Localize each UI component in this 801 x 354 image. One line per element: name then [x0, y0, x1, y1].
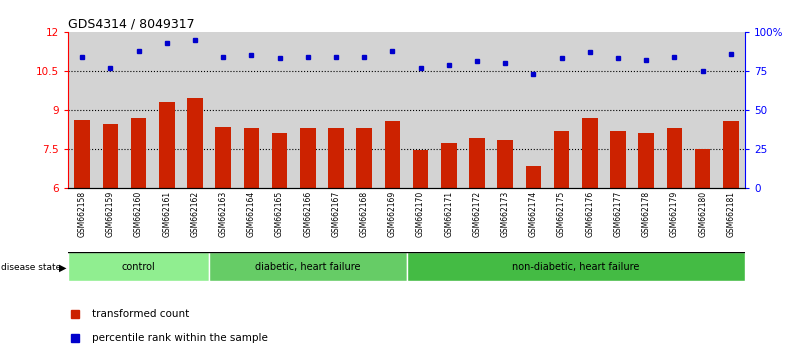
Bar: [553, 131, 570, 188]
Text: GSM662174: GSM662174: [529, 191, 538, 237]
Text: GSM662176: GSM662176: [586, 191, 594, 237]
Text: transformed count: transformed count: [92, 309, 189, 319]
Bar: [723, 121, 739, 188]
Bar: [469, 138, 485, 188]
Bar: [406, 252, 745, 281]
Bar: [74, 120, 90, 188]
Bar: [300, 128, 316, 188]
Text: percentile rank within the sample: percentile rank within the sample: [92, 333, 268, 343]
Bar: [610, 131, 626, 188]
Text: GSM662178: GSM662178: [642, 191, 650, 237]
Bar: [159, 102, 175, 188]
Text: GSM662164: GSM662164: [247, 191, 256, 237]
Text: GSM662160: GSM662160: [134, 191, 143, 237]
Bar: [244, 128, 260, 188]
Text: GSM662163: GSM662163: [219, 191, 227, 237]
Bar: [103, 124, 118, 188]
Text: GSM662179: GSM662179: [670, 191, 679, 237]
Text: GSM662167: GSM662167: [332, 191, 340, 237]
Text: GSM662170: GSM662170: [416, 191, 425, 237]
Text: GDS4314 / 8049317: GDS4314 / 8049317: [68, 18, 195, 31]
Bar: [356, 128, 372, 188]
Bar: [413, 150, 429, 188]
Text: GSM662181: GSM662181: [727, 191, 735, 237]
Text: non-diabetic, heart failure: non-diabetic, heart failure: [512, 262, 639, 272]
Text: GSM662180: GSM662180: [698, 191, 707, 237]
Bar: [497, 139, 513, 188]
Text: GSM662177: GSM662177: [614, 191, 622, 237]
Text: GSM662175: GSM662175: [557, 191, 566, 237]
Bar: [272, 133, 288, 188]
Text: GSM662169: GSM662169: [388, 191, 397, 237]
Text: GSM662173: GSM662173: [501, 191, 509, 237]
Bar: [582, 118, 598, 188]
Text: control: control: [122, 262, 155, 272]
Text: GSM662166: GSM662166: [304, 191, 312, 237]
Text: GSM662159: GSM662159: [106, 191, 115, 237]
Bar: [384, 121, 400, 188]
Bar: [209, 252, 406, 281]
Bar: [215, 127, 231, 188]
Bar: [638, 133, 654, 188]
Bar: [525, 166, 541, 188]
Text: GSM662172: GSM662172: [473, 191, 481, 237]
Bar: [695, 149, 710, 188]
Text: GSM662161: GSM662161: [163, 191, 171, 237]
Text: GSM662158: GSM662158: [78, 191, 87, 237]
Text: ▶: ▶: [58, 262, 66, 272]
Bar: [131, 118, 147, 188]
Text: GSM662165: GSM662165: [275, 191, 284, 237]
Bar: [441, 143, 457, 188]
Bar: [328, 128, 344, 188]
Text: GSM662171: GSM662171: [445, 191, 453, 237]
Text: disease state: disease state: [1, 263, 61, 272]
Bar: [187, 98, 203, 188]
Text: GSM662168: GSM662168: [360, 191, 368, 237]
Text: GSM662162: GSM662162: [191, 191, 199, 237]
Bar: [666, 128, 682, 188]
Text: diabetic, heart failure: diabetic, heart failure: [255, 262, 360, 272]
Bar: [68, 252, 209, 281]
